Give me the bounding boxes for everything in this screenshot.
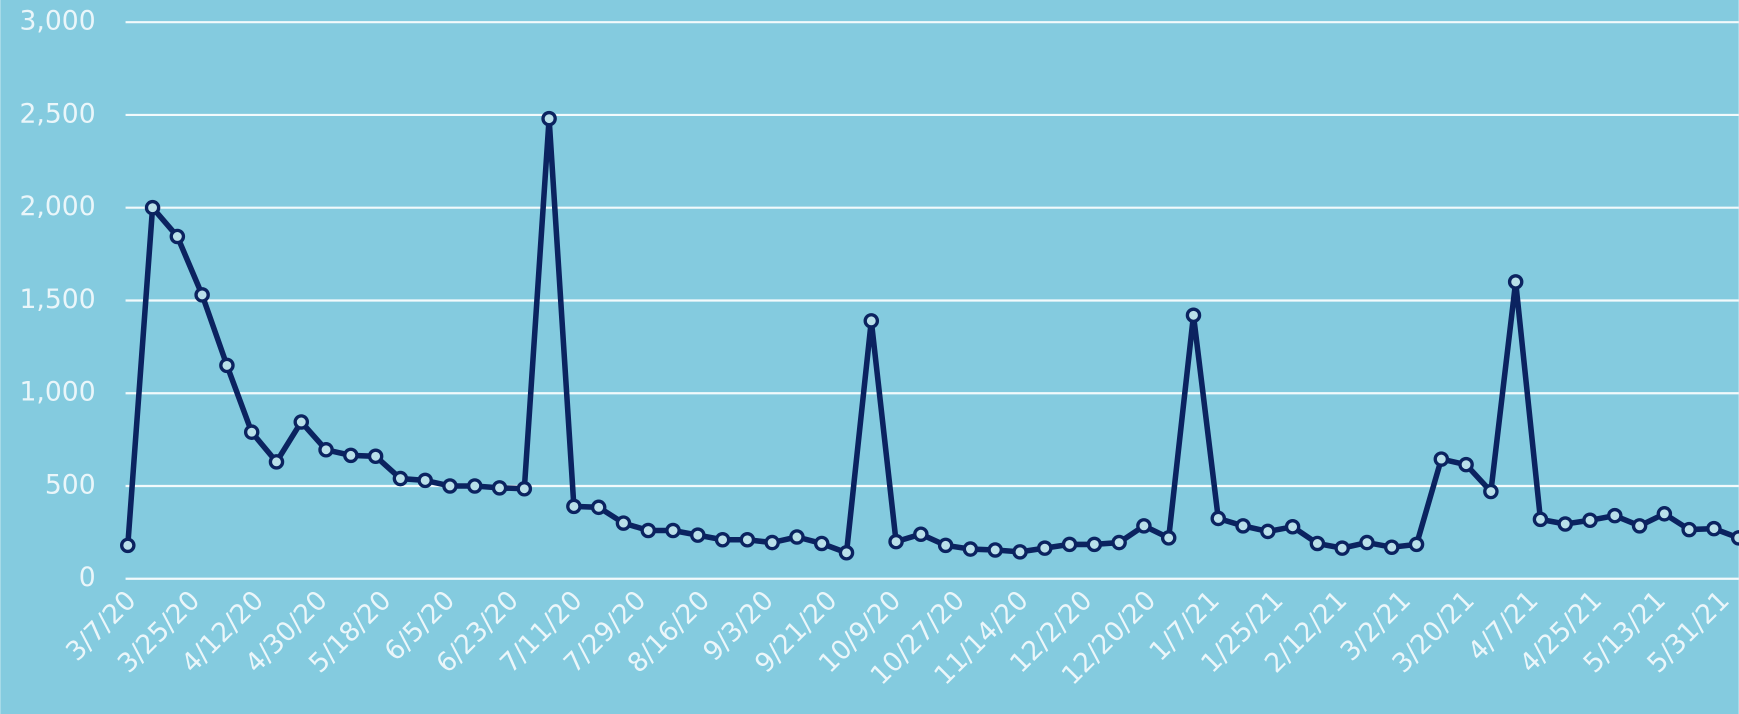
marker: [1656, 506, 1673, 522]
marker: [1160, 530, 1177, 546]
marker: [466, 478, 483, 494]
marker: [417, 472, 433, 489]
marker: [442, 478, 458, 494]
marker: [1284, 519, 1301, 535]
marker: [1086, 536, 1103, 553]
marker: [690, 527, 706, 543]
marker: [714, 532, 731, 548]
marker: [1433, 451, 1450, 467]
marker: [1458, 456, 1474, 473]
marker: [194, 287, 210, 303]
marker: [516, 481, 533, 497]
marker: [541, 110, 557, 127]
marker: [367, 448, 384, 465]
marker: [937, 537, 954, 554]
marker: [962, 541, 979, 557]
marker: [789, 529, 805, 545]
marker: [913, 526, 929, 542]
marker: [120, 537, 136, 554]
marker: [1507, 274, 1524, 290]
marker: [615, 515, 632, 531]
marker: [1037, 540, 1053, 556]
marker: [293, 414, 310, 430]
marker: [566, 498, 582, 515]
marker: [1235, 518, 1251, 534]
marker: [1012, 544, 1028, 560]
marker: [144, 199, 161, 216]
marker: [1607, 507, 1623, 524]
marker: [1309, 535, 1326, 552]
marker: [1334, 540, 1350, 556]
marker: [1408, 536, 1425, 553]
y-tick-label: 500: [45, 469, 96, 500]
marker: [665, 522, 681, 539]
y-tick-label: 0: [79, 562, 96, 593]
marker: [392, 470, 409, 487]
y-tick-label: 3,000: [19, 6, 95, 37]
marker: [764, 534, 780, 551]
marker: [987, 542, 1003, 558]
marker: [1483, 483, 1499, 500]
marker: [1383, 539, 1400, 555]
marker: [1111, 534, 1127, 551]
marker: [343, 447, 359, 464]
marker: [739, 532, 756, 548]
y-tick-label: 1,500: [19, 284, 95, 315]
marker: [219, 357, 235, 374]
marker: [863, 313, 880, 329]
marker: [590, 499, 607, 516]
marker: [268, 454, 285, 470]
marker: [1136, 518, 1152, 534]
marker: [838, 545, 855, 561]
marker: [1631, 518, 1648, 534]
marker: [1359, 534, 1375, 551]
marker: [1557, 516, 1573, 532]
marker: [1582, 512, 1598, 529]
marker: [1730, 530, 1739, 546]
marker: [169, 228, 186, 245]
marker: [318, 442, 334, 458]
marker: [491, 480, 508, 496]
marker: [243, 424, 260, 440]
marker: [1061, 536, 1078, 553]
marker: [1185, 307, 1202, 324]
y-tick-label: 2,000: [19, 191, 95, 222]
marker: [813, 535, 830, 552]
marker: [1681, 521, 1697, 538]
y-tick-label: 1,000: [19, 377, 95, 408]
marker: [1260, 523, 1276, 540]
marker: [640, 522, 656, 539]
marker: [888, 533, 904, 550]
marker: [1532, 511, 1549, 528]
marker: [1706, 520, 1722, 537]
y-tick-label: 2,500: [19, 98, 95, 129]
marker: [1210, 510, 1227, 527]
